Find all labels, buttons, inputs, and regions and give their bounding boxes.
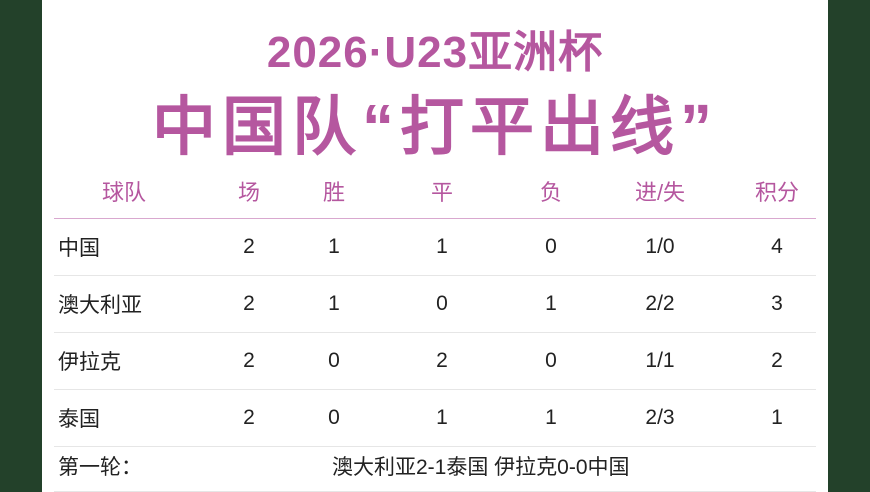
table-row: 泰国 2 0 1 1 2/3 1 [54, 389, 816, 447]
stat-cell: 2 [738, 332, 816, 390]
stat-cell: 2/2 [582, 275, 738, 333]
column-header: 积分 [738, 163, 816, 219]
stat-cell: 1 [364, 218, 520, 276]
panel: 2026·U23亚洲杯 中国队“打平出线” 球队场胜平负进/失 积分 中国 2 1 1 0… [42, 0, 828, 492]
stat-cell: 2 [194, 389, 304, 447]
column-header: 负 [520, 163, 582, 219]
column-header: 球队 [54, 163, 194, 219]
stat-cell: 2 [194, 332, 304, 390]
stat-cell: 4 [738, 218, 816, 276]
round-results: 澳大利亚2-1泰国 伊拉克0-0中国 [332, 456, 630, 479]
column-header: 进/失 [582, 163, 738, 219]
footer-row: 第一轮： 澳大利亚2-1泰国 伊拉克0-0中国 [54, 437, 816, 492]
team-name: 中国 [54, 218, 194, 276]
stat-cell: 2 [194, 275, 304, 333]
title: 2026·U23亚洲杯 [266, 28, 604, 77]
stat-cell: 1 [304, 275, 364, 333]
column-header: 平 [364, 163, 520, 219]
stat-cell: 1 [738, 389, 816, 447]
stat-cell: 2 [364, 332, 520, 390]
subtitle: 中国队“打平出线” [152, 91, 718, 163]
stat-cell: 2/3 [582, 389, 738, 447]
stat-cell: 0 [304, 389, 364, 447]
column-header: 场 [194, 163, 304, 219]
stat-cell: 1 [364, 389, 520, 447]
header-row: 球队场胜平负进/失 积分 [54, 163, 816, 219]
stat-cell: 1 [520, 275, 582, 333]
table-row: 伊拉克 2 0 2 0 1/1 2 [54, 332, 816, 390]
stat-cell: 0 [304, 332, 364, 390]
stat-cell: 1 [520, 389, 582, 447]
column-header: 胜 [304, 163, 364, 219]
team-name: 泰国 [54, 389, 194, 447]
stat-cell: 0 [520, 218, 582, 276]
stat-cell: 0 [520, 332, 582, 390]
stat-cell: 2 [194, 218, 304, 276]
stat-cell: 1 [304, 218, 364, 276]
stat-cell: 1/0 [582, 218, 738, 276]
team-name: 伊拉克 [54, 332, 194, 390]
standings-table: 球队场胜平负进/失 积分 中国 2 1 1 0 1/0 4 澳大利亚 2 1 0 1 2/2 3 伊拉克 2 0 2… [54, 163, 816, 447]
stat-cell: 1/1 [582, 332, 738, 390]
stat-cell: 3 [738, 275, 816, 333]
team-name: 澳大利亚 [54, 275, 194, 333]
stat-cell: 0 [364, 275, 520, 333]
table-row: 澳大利亚 2 1 0 1 2/2 3 [54, 275, 816, 333]
table-row: 中国 2 1 1 0 1/0 4 [54, 218, 816, 276]
round-label: 第一轮： [58, 456, 142, 479]
